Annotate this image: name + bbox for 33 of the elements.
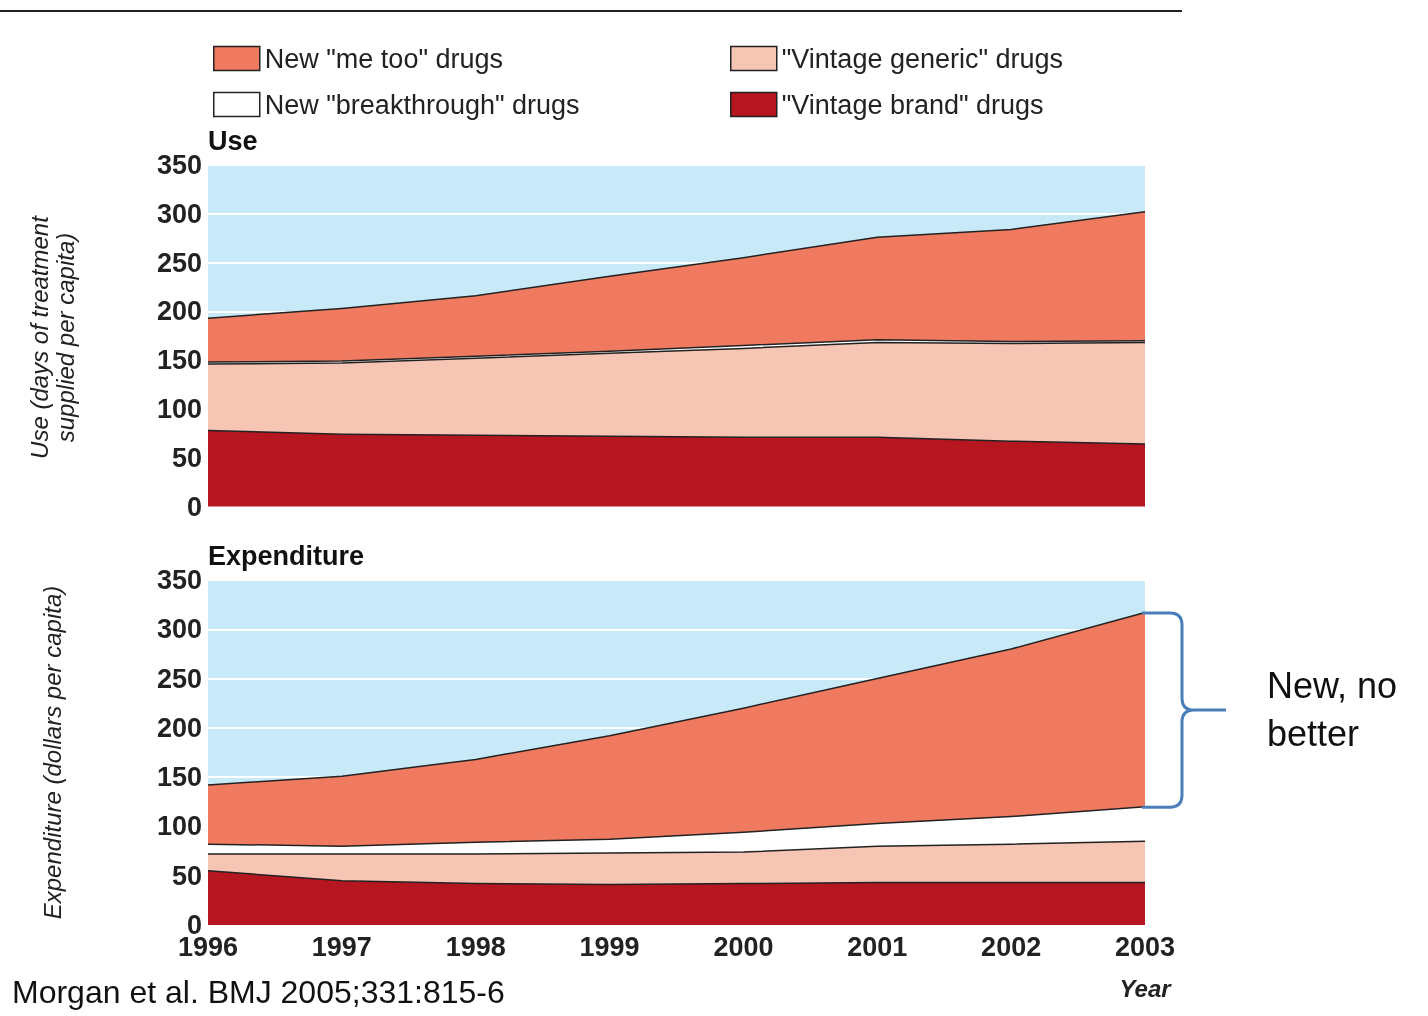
- y-tick-label: 200: [156, 296, 202, 327]
- y-tick-label: 50: [171, 860, 202, 891]
- x-tick-label: 1999: [579, 931, 640, 962]
- x-tick-label: 1998: [445, 931, 506, 962]
- x-tick-label: 2001: [847, 931, 908, 962]
- y-tick-label: 350: [156, 150, 202, 180]
- legend-label: New "me too" drugs: [264, 43, 504, 74]
- y-tick-label: 100: [156, 811, 202, 842]
- y-tick-label: 0: [186, 491, 202, 522]
- x-axis-title: Year: [1119, 974, 1173, 1002]
- annotation: New, no better: [1267, 665, 1398, 755]
- x-tick-label: 1997: [311, 931, 372, 962]
- legend-label: "Vintage generic" drugs: [781, 43, 1064, 74]
- y-tick-label: 300: [156, 614, 202, 645]
- chart-title: Expenditure: [208, 540, 365, 571]
- y-tick-label: 200: [156, 712, 202, 743]
- x-tick-label: 2003: [1114, 931, 1176, 962]
- y-tick-label: 150: [156, 762, 202, 793]
- y-tick-label: 250: [156, 663, 202, 694]
- y-axis-title: Use (days of treatment supplied per capita): [25, 214, 79, 459]
- y-axis-title: Expenditure (dollars per capita): [38, 585, 66, 920]
- x-tick-label: 2000: [713, 931, 774, 962]
- legend-label: "Vintage brand" drugs: [781, 89, 1044, 120]
- text: Morgan et al. BMJ 2005;331:815-6: [12, 974, 505, 1010]
- y-tick-label: 100: [156, 393, 202, 424]
- y-tick-label: 300: [156, 198, 202, 229]
- chart-title: Use: [208, 125, 258, 156]
- legend-label: New "breakthrough" drugs: [264, 89, 580, 120]
- y-tick-label: 250: [156, 247, 202, 278]
- y-tick-label: 350: [156, 565, 202, 595]
- y-tick-label: 150: [156, 345, 202, 376]
- x-tick-label: 2002: [981, 931, 1042, 962]
- y-tick-label: 50: [171, 442, 202, 473]
